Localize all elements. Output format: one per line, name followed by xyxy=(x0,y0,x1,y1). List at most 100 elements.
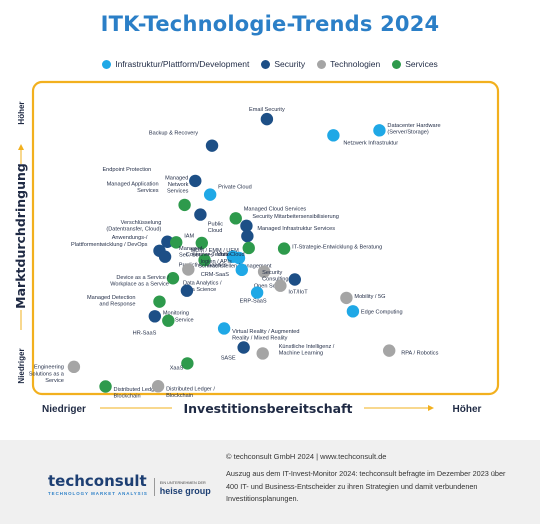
point-container-techno-label: Container-Techno-logien / APIs xyxy=(186,252,232,265)
logo-parent: heise group xyxy=(159,486,211,496)
point-managed-label-line: Services xyxy=(167,189,189,195)
point-managed-application-label: Managed Application Services xyxy=(107,181,159,194)
point-engineering-label: Engineering Solutions as a Service xyxy=(29,365,65,384)
point-monitoring-marker xyxy=(148,310,162,323)
point-mdm-emm-uem-marker xyxy=(242,241,255,255)
point-managed-cloud-services-label-line: Managed Cloud Services xyxy=(244,206,307,212)
point-mobility-5g-marker xyxy=(340,291,353,305)
point-virtual-reality-augmented-label: Virtual Reality / Augmented Reality / Mix… xyxy=(232,329,299,342)
point-iot-iiot-marker xyxy=(274,279,287,292)
point-managed-cloud-services-label: Managed Cloud Services xyxy=(244,206,307,212)
legend-item-security: Security xyxy=(261,59,305,69)
point-mdm-emm-uem-label-line: MDM / EMM / UEM xyxy=(191,248,240,254)
point-schwachstellen-management-label: Schwachstellen Management xyxy=(198,264,272,270)
point-crm-saas-marker xyxy=(232,251,246,265)
point-security-mitarbeitersensibilisierung-marker xyxy=(240,219,253,233)
point-container-techno-marker xyxy=(235,263,248,277)
point-xaas-marker xyxy=(181,357,194,370)
point-multi-cloud-label: Multi Cloud xyxy=(217,252,245,258)
techconsult-logo: techconsult TECHNOLOGY MARKET ANALYSIS E… xyxy=(48,474,211,496)
point-verschlüsselung-label-line: Verschlüsselung xyxy=(121,220,162,226)
logo-parent-small: EIN UNTERNEHMEN DER xyxy=(159,481,206,485)
point-datacenter-hardware-marker xyxy=(373,124,386,137)
legend-marker-services xyxy=(392,59,402,69)
point-iot-iiot-label-line: IoT/IIoT xyxy=(288,290,308,296)
legend-item-technologien: Technologien xyxy=(317,59,380,69)
point-data-analytics-label: Data Analytics / Data Science xyxy=(183,281,222,294)
legend-label-security: Security xyxy=(274,59,306,69)
legend: Infrastruktur/Plattform/Development Secu… xyxy=(0,59,540,69)
point-multi-cloud-label-line: Multi Cloud xyxy=(217,252,245,258)
point-managed-label-line: Managed xyxy=(179,246,202,252)
y-axis-arrowhead xyxy=(18,144,24,150)
point-netzwerk-infrastruktur-label-line: Netzwerk Infrastruktur xyxy=(343,140,398,146)
point-private-cloud-label-line: Private Cloud xyxy=(218,185,252,191)
point-distributed-ledger-label-line: Blockchain xyxy=(114,394,141,400)
point-edge-computing-label: Edge Computing xyxy=(361,309,403,315)
point-data-analytics-marker xyxy=(166,272,180,285)
legend-marker-technologien xyxy=(317,59,327,69)
point-endpoint-protection-label: Endpoint Protection xyxy=(102,167,151,173)
point-erp-saas-label: ERP-SaaS xyxy=(240,299,267,305)
point-security-mitarbeitersensibilisierung-label-line: Security Mitarbeitersensibilisierung xyxy=(252,214,338,220)
x-axis-arrowhead xyxy=(428,405,434,411)
point-erp-saas-marker xyxy=(250,286,264,299)
legend-label-services: Services xyxy=(405,59,438,69)
point-rpa-robotics-label: RPA / Robotics xyxy=(401,351,438,357)
point-public-marker xyxy=(195,236,208,250)
point-anwendungs-label-line: Anwendungs-/ xyxy=(112,235,148,241)
point-anwendungs-label: Anwendungs-/Plattformentwicklung / DevOp… xyxy=(71,235,148,248)
point-distributed-ledger-label-line: Distributed Ledger / xyxy=(166,387,215,393)
point-device-as-a-service-marker xyxy=(180,284,194,297)
point-sase-marker xyxy=(237,341,250,354)
point-endpoint-protection-label-line: Endpoint Protection xyxy=(102,167,151,173)
legend-label-technologien: Technologien xyxy=(330,59,381,69)
point-managed-detection-label-line: and Response xyxy=(99,302,135,308)
point-künstliche-intelligenz-label-line: Künstliche Intelligenz / xyxy=(279,344,335,350)
point-managed-application-label-line: Services xyxy=(137,188,159,194)
legend-item-services: Services xyxy=(392,59,438,69)
point-managed-label-line: Managed xyxy=(165,175,188,181)
point-managed-label: Managed Sec. Services xyxy=(179,246,213,259)
logo-text: techconsult xyxy=(48,472,147,490)
footnote: Auszug aus dem IT-Invest-Monitor 2024: t… xyxy=(226,469,506,503)
point-security-mitarbeitersensibilisierung-label: Security Mitarbeitersensibilisierung xyxy=(252,214,338,220)
point-managed-application-marker xyxy=(178,198,191,212)
logo-tagline: TECHNOLOGY MARKET ANALYSIS xyxy=(48,491,148,496)
point-email-security-label-line: Email Security xyxy=(249,107,285,113)
legend-marker-infra xyxy=(102,59,112,69)
copyright: © techconsult GmbH 2024 | www.techconsul… xyxy=(226,452,387,461)
point-künstliche-intelligenz-label: Künstliche Intelligenz / Machine Learning xyxy=(279,344,335,357)
point-managed-infrastruktur-services-label: Managed Infrastruktur Services xyxy=(257,226,335,232)
point-managed-label-line: Sec. Services xyxy=(179,253,213,259)
point-data-analytics-label-line: Data Analytics / xyxy=(183,281,222,287)
point-monitoring-label-line: as a Service xyxy=(163,317,194,323)
point-device-as-a-service-label-line: Device as a Service / xyxy=(116,275,169,281)
point-managed-infrastruktur-services-label-line: Managed Infrastruktur Services xyxy=(257,226,335,232)
point-netzwerk-infrastruktur-label: Netzwerk Infrastruktur xyxy=(343,140,398,146)
point-security-label-line: Consulting xyxy=(262,277,288,283)
point-hr-saas-label: HR-SaaS xyxy=(133,331,157,337)
point-datacenter-hardware-label-line: Datacenter Hardware xyxy=(387,123,440,129)
point-rpa-robotics-marker xyxy=(382,344,396,357)
point-iam-label: IAM xyxy=(184,233,194,239)
point-rpa-robotics-label-line: RPA / Robotics xyxy=(401,351,438,357)
point-endpoint-protection-marker xyxy=(189,174,202,188)
point-hr-saas-marker xyxy=(162,314,175,327)
x-axis-low-label: Niedriger xyxy=(42,404,86,415)
point-managed-label-line: Network xyxy=(168,182,189,188)
point-container-techno-label-line: logien / APIs xyxy=(201,259,232,265)
point-distributed-ledger-marker xyxy=(99,380,112,393)
point-verschlüsselung-label-line: (Datentransfer, Cloud) xyxy=(106,227,161,233)
point-security-label: Security Consulting xyxy=(262,270,288,283)
point-datacenter-hardware-label: Datacenter Hardware (Server/Storage) xyxy=(387,123,440,136)
point-künstliche-intelligenz-marker xyxy=(256,347,269,360)
point-iam-marker xyxy=(170,236,183,249)
point-monitoring-label-line: Monitoring xyxy=(163,311,189,317)
point-engineering-label-line: Solutions as a xyxy=(29,371,65,377)
logo-separator xyxy=(153,478,155,496)
point-engineering-label-line: Engineering xyxy=(34,365,64,371)
point-distributed-ledger-label-line: Distributed Ledger / xyxy=(114,387,163,393)
point-public-label: Public Cloud xyxy=(208,221,223,234)
point-hr-saas-label-line: HR-SaaS xyxy=(133,331,157,337)
